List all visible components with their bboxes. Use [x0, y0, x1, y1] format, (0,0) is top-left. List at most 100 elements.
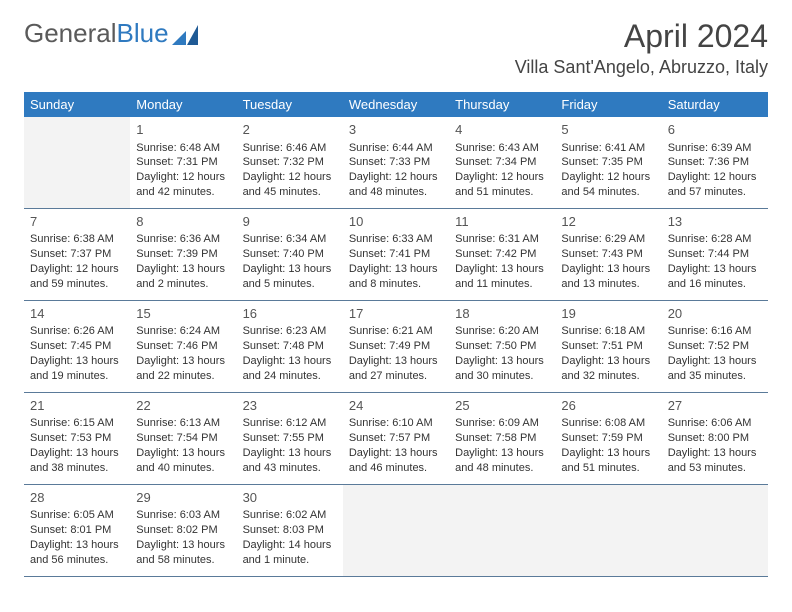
- calendar-day: 13Sunrise: 6:28 AMSunset: 7:44 PMDayligh…: [662, 208, 768, 300]
- sunset-line: Sunset: 7:44 PM: [668, 247, 762, 262]
- sunrise-line: Sunrise: 6:12 AM: [243, 416, 337, 431]
- day-number: 14: [30, 305, 124, 323]
- calendar-day: 6Sunrise: 6:39 AMSunset: 7:36 PMDaylight…: [662, 117, 768, 208]
- calendar-day-empty: [555, 484, 661, 576]
- weekday-header-row: SundayMondayTuesdayWednesdayThursdayFrid…: [24, 92, 768, 117]
- calendar-day: 1Sunrise: 6:48 AMSunset: 7:31 PMDaylight…: [130, 117, 236, 208]
- calendar-day-empty: [24, 117, 130, 208]
- sunrise-line: Sunrise: 6:21 AM: [349, 324, 443, 339]
- sunrise-line: Sunrise: 6:09 AM: [455, 416, 549, 431]
- day-number: 7: [30, 213, 124, 231]
- sunset-line: Sunset: 7:37 PM: [30, 247, 124, 262]
- calendar-row: 21Sunrise: 6:15 AMSunset: 7:53 PMDayligh…: [24, 392, 768, 484]
- day-number: 8: [136, 213, 230, 231]
- daylight-line: Daylight: 13 hours and 35 minutes.: [668, 354, 762, 384]
- sunset-line: Sunset: 7:48 PM: [243, 339, 337, 354]
- sunset-line: Sunset: 7:39 PM: [136, 247, 230, 262]
- calendar-day: 16Sunrise: 6:23 AMSunset: 7:48 PMDayligh…: [237, 300, 343, 392]
- day-number: 2: [243, 121, 337, 139]
- calendar-day: 25Sunrise: 6:09 AMSunset: 7:58 PMDayligh…: [449, 392, 555, 484]
- calendar-day: 15Sunrise: 6:24 AMSunset: 7:46 PMDayligh…: [130, 300, 236, 392]
- day-info: Sunrise: 6:20 AMSunset: 7:50 PMDaylight:…: [455, 324, 549, 383]
- location: Villa Sant'Angelo, Abruzzo, Italy: [515, 57, 768, 78]
- day-number: 16: [243, 305, 337, 323]
- day-info: Sunrise: 6:13 AMSunset: 7:54 PMDaylight:…: [136, 416, 230, 475]
- sunrise-line: Sunrise: 6:20 AM: [455, 324, 549, 339]
- daylight-line: Daylight: 13 hours and 16 minutes.: [668, 262, 762, 292]
- sunrise-line: Sunrise: 6:18 AM: [561, 324, 655, 339]
- sunrise-line: Sunrise: 6:44 AM: [349, 141, 443, 156]
- day-info: Sunrise: 6:41 AMSunset: 7:35 PMDaylight:…: [561, 141, 655, 200]
- sunset-line: Sunset: 7:53 PM: [30, 431, 124, 446]
- day-info: Sunrise: 6:23 AMSunset: 7:48 PMDaylight:…: [243, 324, 337, 383]
- calendar-day: 24Sunrise: 6:10 AMSunset: 7:57 PMDayligh…: [343, 392, 449, 484]
- calendar-row: 7Sunrise: 6:38 AMSunset: 7:37 PMDaylight…: [24, 208, 768, 300]
- day-number: 3: [349, 121, 443, 139]
- calendar-day: 9Sunrise: 6:34 AMSunset: 7:40 PMDaylight…: [237, 208, 343, 300]
- sunset-line: Sunset: 7:55 PM: [243, 431, 337, 446]
- daylight-line: Daylight: 13 hours and 27 minutes.: [349, 354, 443, 384]
- day-number: 20: [668, 305, 762, 323]
- calendar-day: 21Sunrise: 6:15 AMSunset: 7:53 PMDayligh…: [24, 392, 130, 484]
- day-number: 25: [455, 397, 549, 415]
- day-info: Sunrise: 6:28 AMSunset: 7:44 PMDaylight:…: [668, 232, 762, 291]
- calendar-day: 5 Sunrise: 6:41 AMSunset: 7:35 PMDaylight…: [555, 117, 661, 208]
- calendar-day: 27Sunrise: 6:06 AMSunset: 8:00 PMDayligh…: [662, 392, 768, 484]
- day-number: 13: [668, 213, 762, 231]
- sunrise-line: Sunrise: 6:36 AM: [136, 232, 230, 247]
- daylight-line: Daylight: 12 hours and 59 minutes.: [30, 262, 124, 292]
- calendar-day: 29Sunrise: 6:03 AMSunset: 8:02 PMDayligh…: [130, 484, 236, 576]
- sunrise-line: Sunrise: 6:03 AM: [136, 508, 230, 523]
- day-info: Sunrise: 6:09 AMSunset: 7:58 PMDaylight:…: [455, 416, 549, 475]
- day-info: Sunrise: 6:29 AMSunset: 7:43 PMDaylight:…: [561, 232, 655, 291]
- sunrise-line: Sunrise: 6:41 AM: [561, 141, 655, 156]
- sunset-line: Sunset: 7:40 PM: [243, 247, 337, 262]
- calendar-day: 22Sunrise: 6:13 AMSunset: 7:54 PMDayligh…: [130, 392, 236, 484]
- calendar-day: 19Sunrise: 6:18 AMSunset: 7:51 PMDayligh…: [555, 300, 661, 392]
- weekday-header: Saturday: [662, 92, 768, 117]
- day-number: 11: [455, 213, 549, 231]
- sunset-line: Sunset: 8:01 PM: [30, 523, 124, 538]
- sunset-line: Sunset: 8:00 PM: [668, 431, 762, 446]
- sunrise-line: Sunrise: 6:39 AM: [668, 141, 762, 156]
- day-info: Sunrise: 6:34 AMSunset: 7:40 PMDaylight:…: [243, 232, 337, 291]
- daylight-line: Daylight: 13 hours and 11 minutes.: [455, 262, 549, 292]
- day-number: 4: [455, 121, 549, 139]
- daylight-line: Daylight: 13 hours and 22 minutes.: [136, 354, 230, 384]
- daylight-line: Daylight: 13 hours and 8 minutes.: [349, 262, 443, 292]
- daylight-line: Daylight: 13 hours and 56 minutes.: [30, 538, 124, 568]
- day-info: Sunrise: 6:36 AMSunset: 7:39 PMDaylight:…: [136, 232, 230, 291]
- sunrise-line: Sunrise: 6:10 AM: [349, 416, 443, 431]
- calendar-row: 28Sunrise: 6:05 AMSunset: 8:01 PMDayligh…: [24, 484, 768, 576]
- calendar-day: 12Sunrise: 6:29 AMSunset: 7:43 PMDayligh…: [555, 208, 661, 300]
- day-number: 28: [30, 489, 124, 507]
- day-info: Sunrise: 6:12 AMSunset: 7:55 PMDaylight:…: [243, 416, 337, 475]
- calendar-day: 2Sunrise: 6:46 AMSunset: 7:32 PMDaylight…: [237, 117, 343, 208]
- day-number: 30: [243, 489, 337, 507]
- daylight-line: Daylight: 13 hours and 51 minutes.: [561, 446, 655, 476]
- sunrise-line: Sunrise: 6:29 AM: [561, 232, 655, 247]
- daylight-line: Daylight: 12 hours and 54 minutes.: [561, 170, 655, 200]
- day-number: 21: [30, 397, 124, 415]
- day-info: Sunrise: 6:02 AMSunset: 8:03 PMDaylight:…: [243, 508, 337, 567]
- day-info: Sunrise: 6:39 AMSunset: 7:36 PMDaylight:…: [668, 141, 762, 200]
- sunrise-line: Sunrise: 6:06 AM: [668, 416, 762, 431]
- day-number: 12: [561, 213, 655, 231]
- day-number: 10: [349, 213, 443, 231]
- calendar-table: SundayMondayTuesdayWednesdayThursdayFrid…: [24, 92, 768, 577]
- weekday-header: Friday: [555, 92, 661, 117]
- sunset-line: Sunset: 7:31 PM: [136, 155, 230, 170]
- sunrise-line: Sunrise: 6:48 AM: [136, 141, 230, 156]
- day-number: 5: [561, 121, 655, 139]
- sunrise-line: Sunrise: 6:26 AM: [30, 324, 124, 339]
- daylight-line: Daylight: 13 hours and 40 minutes.: [136, 446, 230, 476]
- logo: GeneralBlue: [24, 18, 198, 49]
- daylight-line: Daylight: 13 hours and 2 minutes.: [136, 262, 230, 292]
- sunrise-line: Sunrise: 6:23 AM: [243, 324, 337, 339]
- day-number: 29: [136, 489, 230, 507]
- daylight-line: Daylight: 13 hours and 48 minutes.: [455, 446, 549, 476]
- day-number: 19: [561, 305, 655, 323]
- day-number: 17: [349, 305, 443, 323]
- calendar-day-empty: [343, 484, 449, 576]
- calendar-day: 20Sunrise: 6:16 AMSunset: 7:52 PMDayligh…: [662, 300, 768, 392]
